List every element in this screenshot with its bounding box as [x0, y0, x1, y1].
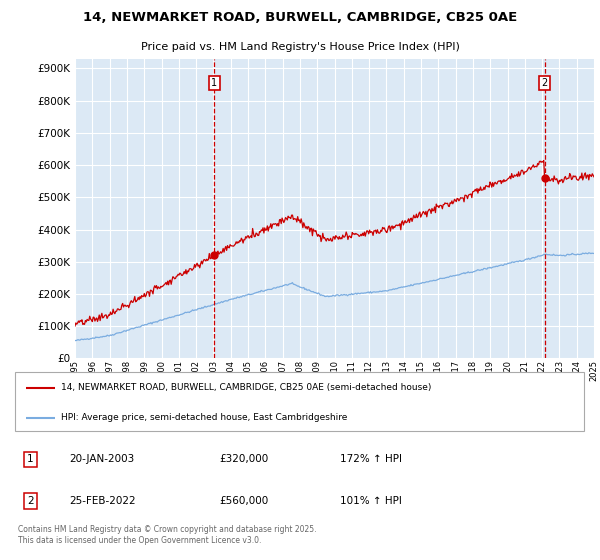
- Text: £560,000: £560,000: [220, 496, 269, 506]
- Text: 1: 1: [211, 78, 217, 88]
- Text: Price paid vs. HM Land Registry's House Price Index (HPI): Price paid vs. HM Land Registry's House …: [140, 43, 460, 52]
- Text: 101% ↑ HPI: 101% ↑ HPI: [340, 496, 402, 506]
- Text: 14, NEWMARKET ROAD, BURWELL, CAMBRIDGE, CB25 0AE: 14, NEWMARKET ROAD, BURWELL, CAMBRIDGE, …: [83, 11, 517, 24]
- Text: HPI: Average price, semi-detached house, East Cambridgeshire: HPI: Average price, semi-detached house,…: [61, 413, 347, 422]
- Text: Contains HM Land Registry data © Crown copyright and database right 2025.
This d: Contains HM Land Registry data © Crown c…: [18, 525, 316, 545]
- Text: 1: 1: [27, 455, 34, 464]
- Text: 2: 2: [27, 496, 34, 506]
- Text: 14, NEWMARKET ROAD, BURWELL, CAMBRIDGE, CB25 0AE (semi-detached house): 14, NEWMARKET ROAD, BURWELL, CAMBRIDGE, …: [61, 383, 431, 392]
- Text: 172% ↑ HPI: 172% ↑ HPI: [340, 455, 403, 464]
- Text: £320,000: £320,000: [220, 455, 269, 464]
- FancyBboxPatch shape: [15, 372, 584, 431]
- Text: 2: 2: [542, 78, 548, 88]
- Text: 20-JAN-2003: 20-JAN-2003: [70, 455, 135, 464]
- Text: 25-FEB-2022: 25-FEB-2022: [70, 496, 136, 506]
